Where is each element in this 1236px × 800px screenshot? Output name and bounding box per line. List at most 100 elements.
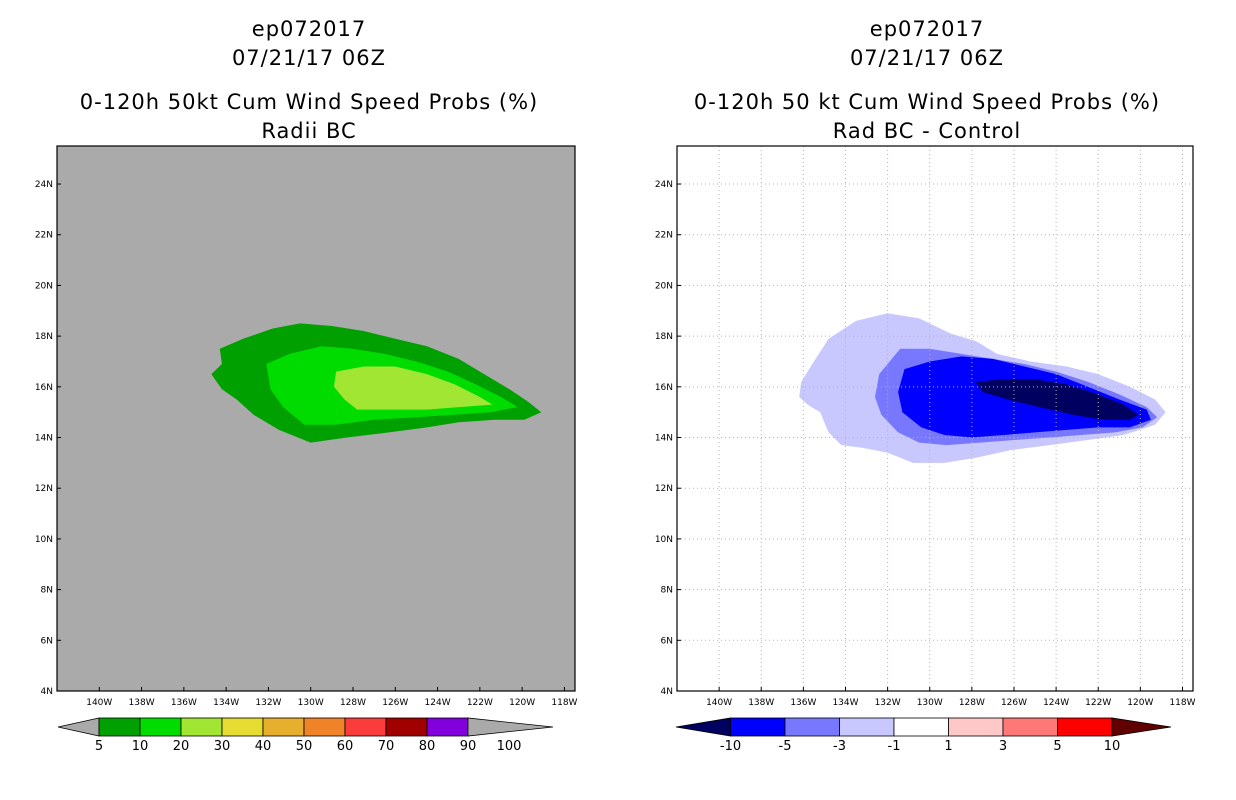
right-map-panel: 140W 138W 136W 134W 132W 130W 128W 126W 124W 122W…	[655, 145, 1196, 754]
left-storm-id: ep072017	[251, 17, 367, 41]
x-tick-label: 132W	[875, 698, 901, 708]
left-chart-subtitle: Radii BC	[261, 119, 357, 143]
y-tick-label: 14N	[655, 434, 673, 444]
colorbar-segment	[893, 717, 949, 737]
right-datetime: 07/21/17 06Z	[849, 46, 1005, 70]
x-tick-label: 134W	[832, 698, 858, 708]
colorbar-high-arrow	[1111, 717, 1172, 737]
x-tick-label: 140W	[706, 698, 732, 708]
colorbar-label: 5	[95, 739, 103, 754]
left-map-panel: 140W 138W 136W 134W 132W 130W 128W 126W 124W 122W…	[35, 145, 578, 754]
y-tick-label: 10N	[655, 535, 673, 545]
colorbar-segment	[98, 717, 141, 737]
colorbar-label: 1	[944, 739, 952, 754]
y-tick-label: 24N	[655, 180, 673, 190]
y-tick-label: 8N	[41, 586, 53, 596]
colorbar-label: -5	[779, 739, 792, 754]
x-tick-label: 132W	[255, 698, 281, 708]
colorbar-segment	[221, 717, 264, 737]
left-datetime: 07/21/17 06Z	[231, 46, 387, 70]
x-tick-label: 126W	[382, 698, 408, 708]
x-tick-label: 120W	[509, 698, 535, 708]
colorbar-segment	[784, 717, 840, 737]
plot-frame	[676, 145, 1194, 692]
y-tick-label: 12N	[35, 484, 53, 494]
colorbar-label: 3	[999, 739, 1007, 754]
colorbar-low-arrow	[675, 717, 731, 737]
x-tick-label: 124W	[1043, 698, 1069, 708]
y-tick-label: 18N	[35, 332, 53, 342]
colorbar-label: 20	[173, 739, 190, 754]
y-tick-label: 14N	[35, 434, 53, 444]
x-tick-label: 128W	[340, 698, 366, 708]
y-tick-label: 20N	[655, 281, 673, 291]
y-tick-label: 10N	[35, 535, 53, 545]
x-tick-label: 136W	[171, 698, 197, 708]
colorbar-label: 5	[1053, 739, 1061, 754]
colorbar-high-arrow	[467, 717, 554, 737]
colorbar-segment	[139, 717, 182, 737]
y-tick-label: 4N	[41, 687, 53, 697]
contour-level-20	[334, 366, 493, 410]
y-tick-label: 16N	[655, 383, 673, 393]
y-tick-label: 18N	[655, 332, 673, 342]
colorbar-label: 70	[378, 739, 395, 754]
colorbar-segment	[303, 717, 346, 737]
right-chart-subtitle: Rad BC - Control	[832, 119, 1022, 143]
colorbar-segment	[344, 717, 387, 737]
contour-level--10	[976, 379, 1139, 420]
colorbar-label: 100	[497, 739, 522, 754]
y-tick-label: 16N	[35, 383, 53, 393]
x-tick-label: 128W	[959, 698, 985, 708]
y-tick-label: 8N	[661, 586, 673, 596]
x-tick-label: 122W	[1085, 698, 1111, 708]
x-tick-label: 138W	[748, 698, 774, 708]
x-tick-label: 118W	[551, 698, 577, 708]
x-tick-label: 134W	[213, 698, 239, 708]
y-tick-label: 6N	[661, 636, 673, 646]
x-tick-label: 122W	[467, 698, 493, 708]
y-tick-label: 4N	[661, 687, 673, 697]
colorbar-low-arrow	[57, 717, 100, 737]
x-tick-label: 136W	[790, 698, 816, 708]
colorbar-label: 80	[419, 739, 436, 754]
colorbar-label: 10	[132, 739, 149, 754]
colorbar-label: -3	[833, 739, 846, 754]
colorbar-label: 60	[337, 739, 354, 754]
x-tick-label: 138W	[129, 698, 155, 708]
colorbar-label: 90	[460, 739, 477, 754]
x-tick-label: 130W	[917, 698, 943, 708]
y-tick-label: 12N	[655, 484, 673, 494]
colorbar-label: -10	[720, 739, 741, 754]
colorbar-label: 40	[255, 739, 272, 754]
colorbar-segment	[839, 717, 895, 737]
y-tick-label: 22N	[35, 231, 53, 241]
y-tick-label: 24N	[35, 180, 53, 190]
y-tick-label: 6N	[41, 636, 53, 646]
colorbar-segment	[426, 717, 469, 737]
colorbar-label: 50	[296, 739, 313, 754]
colorbar-label: 10	[1104, 739, 1121, 754]
colorbar-segment	[730, 717, 786, 737]
colorbar-segment	[180, 717, 223, 737]
x-tick-label: 130W	[298, 698, 324, 708]
colorbar-segment	[262, 717, 305, 737]
x-tick-label: 140W	[86, 698, 112, 708]
colorbar-segment	[385, 717, 428, 737]
x-tick-label: 126W	[1001, 698, 1027, 708]
x-tick-label: 118W	[1169, 698, 1195, 708]
left-chart-title: 0-120h 50kt Cum Wind Speed Probs (%)	[79, 90, 539, 114]
right-storm-id: ep072017	[869, 17, 985, 41]
plot-frame	[56, 145, 576, 692]
colorbar-label: -1	[888, 739, 901, 754]
colorbar-segment	[1057, 717, 1113, 737]
right-chart-title: 0-120h 50 kt Cum Wind Speed Probs (%)	[693, 90, 1161, 114]
colorbar-segment	[948, 717, 1004, 737]
colorbar-segment	[1002, 717, 1058, 737]
colorbar-label: 30	[214, 739, 231, 754]
y-tick-label: 20N	[35, 281, 53, 291]
x-tick-label: 124W	[425, 698, 451, 708]
y-tick-label: 22N	[655, 231, 673, 241]
x-tick-label: 120W	[1127, 698, 1153, 708]
